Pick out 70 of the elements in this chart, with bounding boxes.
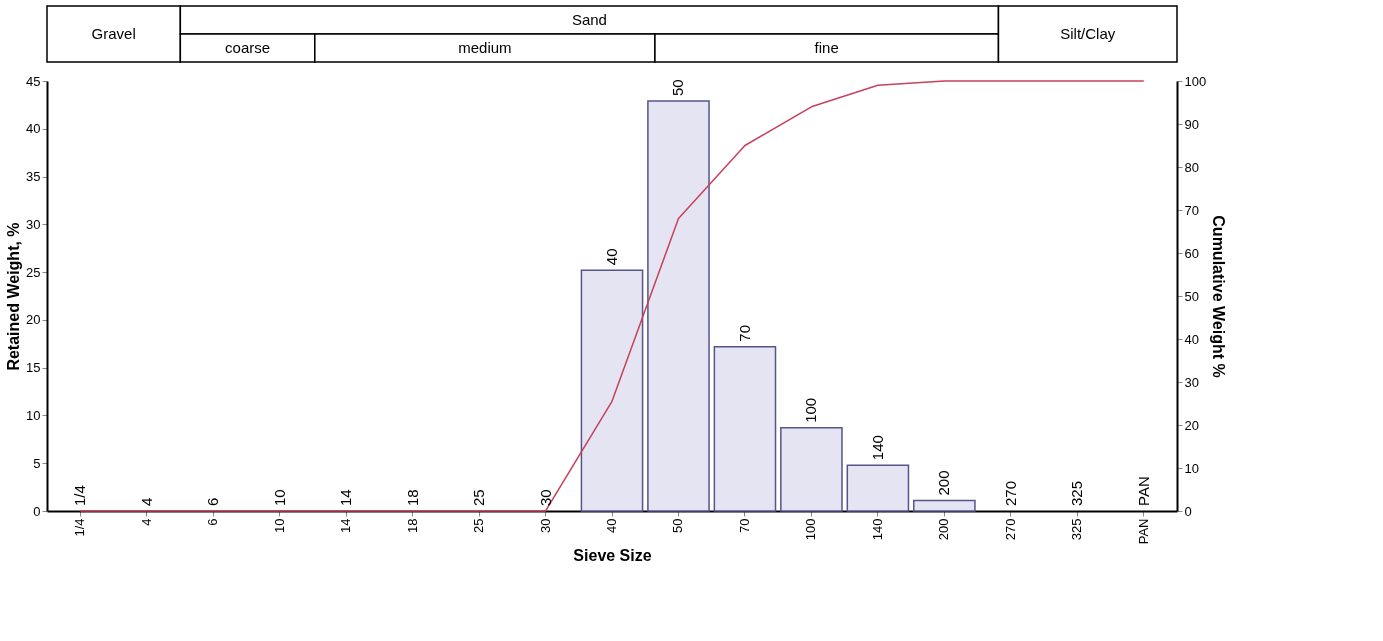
x-tick-label: 270	[1002, 518, 1018, 541]
annotation: 1/4	[71, 485, 89, 506]
y2-tick-label: 0	[1184, 503, 1192, 519]
text: fine	[814, 39, 839, 56]
x-tick-label: 6	[205, 518, 221, 526]
x-tick-label: 18	[404, 518, 420, 533]
x-axis-title: Sieve Size	[573, 547, 652, 565]
annotation: 6	[204, 497, 222, 506]
annotation: 140	[868, 435, 886, 461]
bar	[846, 464, 910, 512]
y2-tick-label: 10	[1184, 460, 1199, 476]
text: Gravel	[91, 25, 136, 42]
y2-tick-label: 20	[1184, 417, 1199, 433]
bar	[580, 269, 644, 512]
x-tick-label: 100	[803, 518, 819, 541]
annotation: 325	[1068, 480, 1086, 506]
y2-tick-label: 50	[1184, 288, 1199, 304]
x-tick-label: 10	[271, 518, 287, 533]
y-tick-label: 0	[33, 503, 41, 519]
x-tick-label: 50	[670, 518, 686, 533]
x-tick-label: 40	[604, 518, 619, 533]
y-tick-label: 10	[26, 407, 41, 423]
x-tick-label: 200	[936, 518, 952, 541]
annotation: 30	[536, 489, 554, 506]
x-tick-label: 70	[736, 518, 752, 533]
y2-tick-label: 30	[1184, 374, 1199, 390]
y-tick-label: 35	[26, 169, 41, 185]
text: coarse	[225, 39, 271, 56]
y-tick-label: 5	[33, 455, 41, 471]
y-tick-label: 45	[26, 73, 41, 89]
y-tick-label: 25	[26, 264, 41, 280]
y-tick-label: 15	[26, 360, 41, 376]
y2-axis-title: Cumulative Weight %	[1210, 215, 1228, 378]
annotation: 200	[935, 470, 953, 496]
x-tick-label: 25	[471, 518, 487, 533]
x-tick-label: 30	[537, 518, 553, 533]
y2-tick-label: 60	[1184, 245, 1199, 261]
bar	[913, 499, 976, 512]
annotation: 18	[403, 489, 421, 506]
y2-tick-label: 80	[1184, 159, 1199, 175]
y-tick-label: 40	[26, 121, 41, 137]
y-axis-title: Retained Weight, %	[5, 222, 23, 371]
x-tick-label: PAN	[1135, 518, 1151, 545]
annotation: 25	[470, 489, 488, 506]
text: medium	[458, 39, 512, 56]
annotation: 50	[669, 79, 687, 97]
annotation: 14	[337, 489, 355, 506]
bar	[780, 427, 843, 512]
annotation: 40	[603, 248, 620, 266]
bar	[647, 100, 710, 512]
annotation: 100	[802, 397, 820, 423]
x-tick-label: 1/4	[72, 518, 88, 537]
y2-tick-label: 100	[1184, 73, 1207, 89]
annotation: PAN	[1134, 476, 1152, 506]
y-tick-label: 20	[26, 312, 41, 328]
x-tick-label: 325	[1069, 518, 1085, 541]
annotation: 10	[270, 489, 288, 506]
x-tick-label: 140	[869, 518, 885, 541]
y2-tick-label: 90	[1184, 116, 1199, 132]
bar	[713, 345, 777, 512]
annotation: 270	[1001, 480, 1019, 506]
annotation: 4	[137, 497, 155, 506]
annotation: 70	[735, 324, 753, 342]
x-tick-label: 14	[338, 518, 354, 533]
text: Sand	[571, 11, 607, 28]
text: Silt/Clay	[1060, 25, 1116, 42]
x-tick-label: 4	[138, 518, 154, 526]
y2-tick-label: 70	[1184, 202, 1199, 218]
y2-tick-label: 40	[1184, 331, 1199, 347]
y-tick-label: 30	[26, 216, 41, 232]
